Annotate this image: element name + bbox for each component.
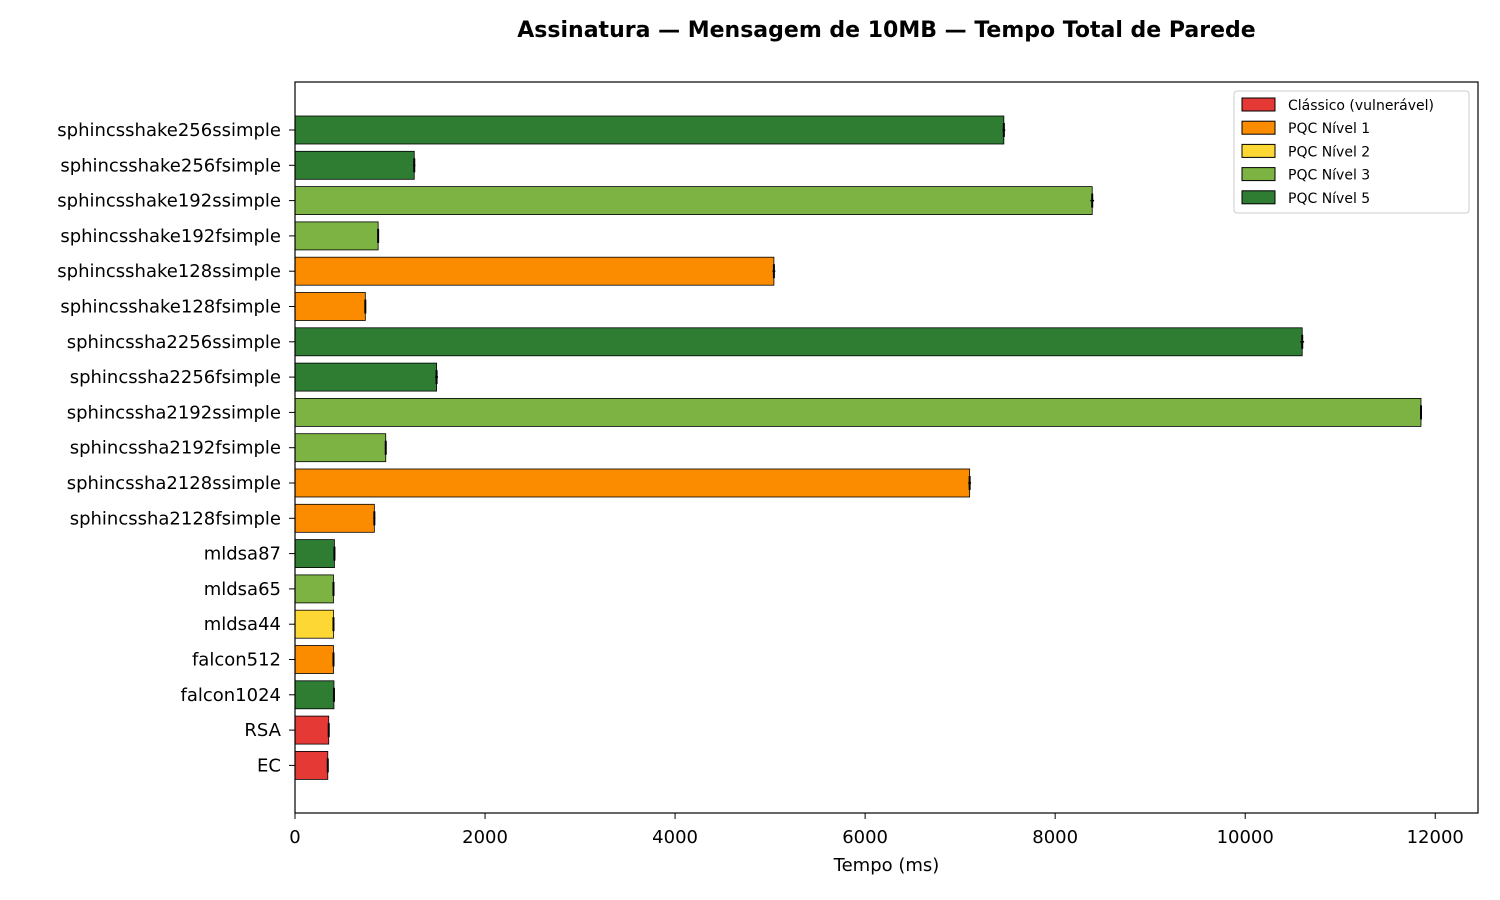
legend-label: PQC Nível 5 [1288, 191, 1370, 207]
y-tick-label: sphincsshake128fsimple [60, 297, 281, 318]
y-tick-label: falcon1024 [181, 685, 282, 706]
chart-title: Assinatura — Mensagem de 10MB — Tempo To… [517, 18, 1256, 43]
legend-label: PQC Nível 3 [1288, 168, 1370, 184]
y-tick-label: mldsa44 [204, 614, 281, 635]
bar-sphincsshake256fsimple [294, 150, 415, 180]
y-tick-label: sphincsshake192ssimple [57, 191, 281, 212]
y-tick-label: sphincssha2128ssimple [67, 473, 281, 494]
bar-sphincsshake192ssimple [294, 186, 1093, 216]
y-tick-label: sphincssha2256fsimple [70, 367, 281, 388]
x-tick-label: 0 [289, 827, 300, 848]
y-tick-label: falcon512 [192, 650, 281, 671]
bar-falcon512 [294, 645, 334, 674]
legend-label: PQC Nível 2 [1288, 144, 1370, 160]
y-tick-label: RSA [244, 720, 281, 741]
legend-label: PQC Nível 1 [1288, 121, 1370, 137]
y-tick-label: sphincssha2128fsimple [70, 508, 281, 529]
bar-sphincssha2128ssimple [294, 468, 971, 498]
plot-frame [294, 81, 1479, 814]
y-tick-label: sphincsshake256fsimple [60, 155, 281, 176]
y-tick-label: sphincsshake128ssimple [57, 261, 281, 282]
x-axis-label: Tempo (ms) [833, 855, 940, 876]
bar-mldsa44 [294, 609, 334, 639]
bar-mldsa65 [294, 574, 334, 604]
bar-mldsa87 [294, 539, 335, 568]
x-tick-label: 6000 [842, 827, 888, 848]
x-tick-label: 12000 [1407, 827, 1464, 848]
legend-swatch [1241, 97, 1276, 112]
y-tick-label: mldsa87 [204, 544, 281, 565]
legend-swatch [1241, 167, 1276, 182]
y-tick-label: EC [257, 755, 281, 776]
legend-swatch [1241, 120, 1276, 135]
bar-EC [294, 751, 329, 780]
x-tick-label: 4000 [652, 827, 698, 848]
bar-sphincssha2192ssimple [294, 397, 1422, 427]
y-tick-label: sphincsshake256ssimple [57, 120, 281, 141]
bar-sphincssha2192fsimple [294, 433, 387, 463]
bar-sphincsshake256ssimple [294, 115, 1005, 145]
y-tick-label: mldsa65 [204, 579, 281, 600]
bar-RSA [294, 715, 330, 745]
x-tick-label: 8000 [1032, 827, 1078, 848]
bar-sphincssha2256fsimple [294, 362, 437, 392]
bar-sphincsshake192fsimple [294, 221, 379, 251]
bar-sphincsshake128ssimple [294, 256, 775, 286]
legend-swatch [1241, 143, 1276, 158]
legend-label: Clássico (vulnerável) [1288, 98, 1434, 114]
bar-sphincssha2256ssimple [294, 327, 1303, 357]
bar-sphincsshake128fsimple [294, 292, 366, 321]
legend-swatch [1241, 190, 1276, 205]
bar-sphincssha2128fsimple [294, 503, 375, 533]
x-tick-label: 10000 [1217, 827, 1274, 848]
y-tick-label: sphincsshake192fsimple [60, 226, 281, 247]
x-tick-label: 2000 [462, 827, 508, 848]
legend-box [1233, 90, 1470, 214]
bar-falcon1024 [294, 680, 335, 710]
y-tick-label: sphincssha2256ssimple [67, 332, 281, 353]
y-tick-label: sphincssha2192ssimple [67, 402, 281, 423]
y-tick-label: sphincssha2192fsimple [70, 438, 281, 459]
